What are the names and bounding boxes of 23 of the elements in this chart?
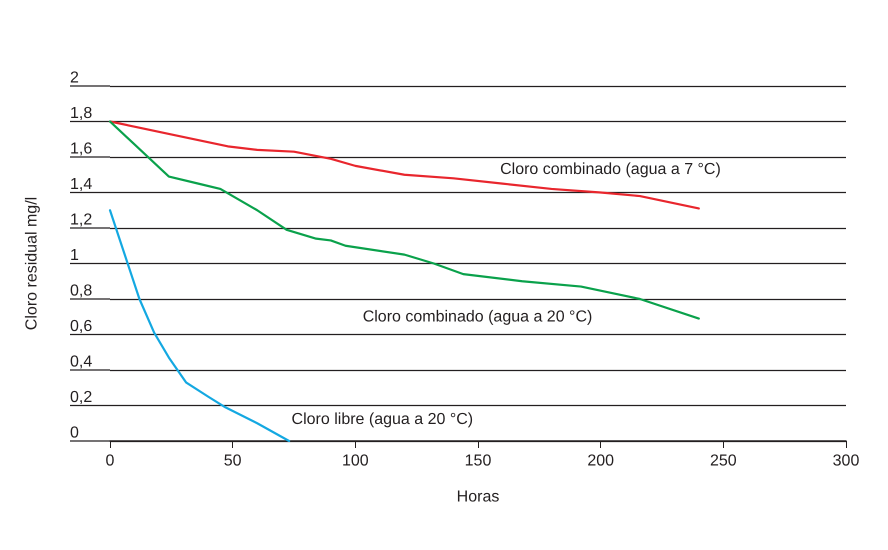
series-label: Cloro libre (agua a 20 °C) xyxy=(292,411,474,428)
y-axis-title: Cloro residual mg/l xyxy=(24,196,40,330)
x-tick-label: 50 xyxy=(224,452,242,470)
y-tick-label: 0,4 xyxy=(70,354,92,370)
x-tick-label: 250 xyxy=(710,452,737,470)
y-tick-label: 1,8 xyxy=(70,105,92,122)
x-tick-label: 150 xyxy=(464,452,492,470)
y-tick-label: 1,6 xyxy=(70,140,92,158)
series-label: Cloro combinado (agua a 20 °C) xyxy=(362,308,592,326)
y-tick-label: 1,2 xyxy=(70,212,92,228)
x-tick-label: 100 xyxy=(342,452,369,470)
y-tick-label: 0 xyxy=(70,424,79,442)
x-axis-title: Horas xyxy=(456,488,500,506)
y-tick-label: 1 xyxy=(70,247,79,264)
y-tick-label: 0,6 xyxy=(70,318,92,335)
y-tick-label: 1,4 xyxy=(70,176,92,193)
y-tick-label: 2 xyxy=(70,70,79,86)
series-label: Cloro combinado (agua a 7 °C) xyxy=(500,160,721,178)
x-tick-label: 200 xyxy=(587,452,614,470)
y-tick-label: 0,2 xyxy=(70,389,92,406)
x-tick-label: 300 xyxy=(832,452,860,470)
x-tick-label: 0 xyxy=(106,452,115,470)
y-tick-label: 0,8 xyxy=(70,282,92,300)
